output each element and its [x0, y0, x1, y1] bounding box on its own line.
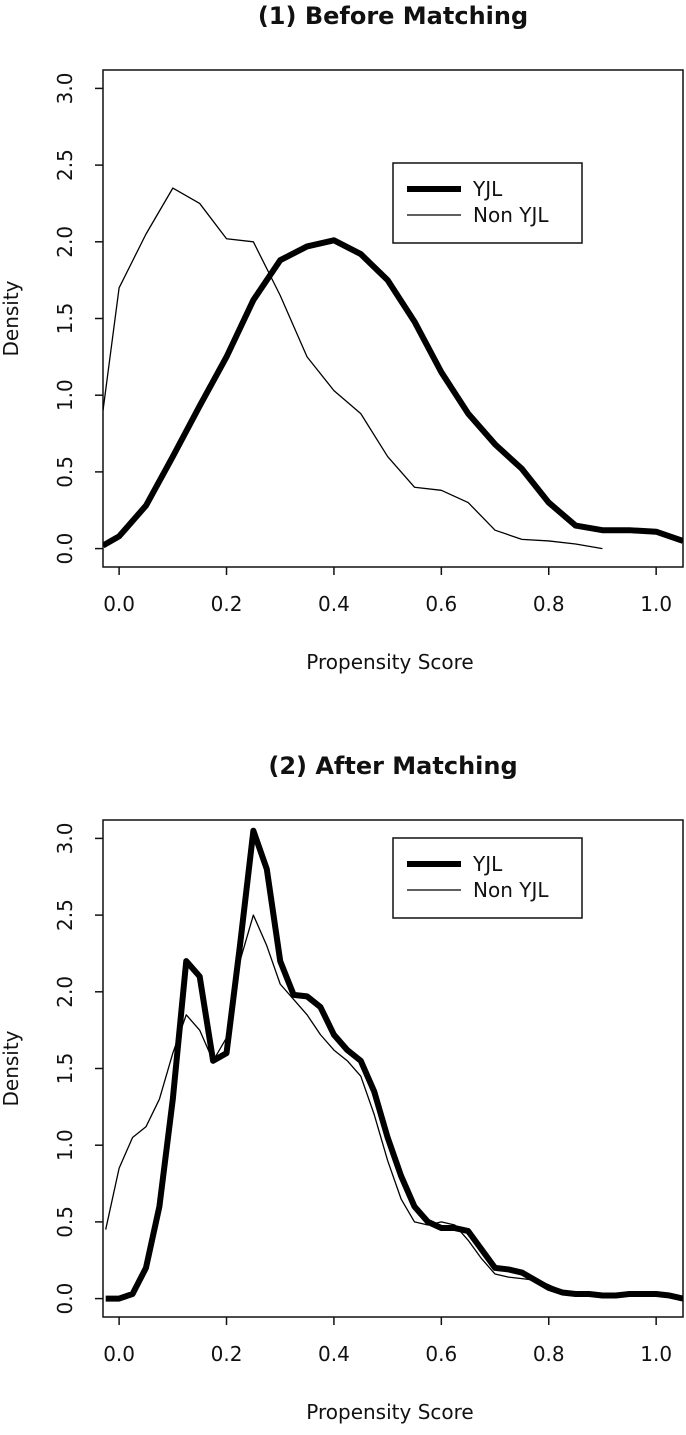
- y-axis-label: Density: [0, 280, 23, 356]
- chart-title: (2) After Matching: [268, 752, 517, 780]
- y-tick-label: 0.0: [53, 1283, 77, 1315]
- x-tick-label: 1.0: [640, 592, 672, 616]
- y-tick-label: 0.0: [53, 533, 77, 565]
- y-tick-label: 1.0: [53, 379, 77, 411]
- y-tick-label: 1.0: [53, 1129, 77, 1161]
- x-tick-label: 0.6: [425, 1342, 457, 1366]
- series-line: [103, 237, 683, 549]
- y-tick-label: 2.0: [53, 976, 77, 1008]
- y-tick-label: 2.5: [53, 149, 77, 181]
- x-tick-label: 0.4: [318, 592, 350, 616]
- y-tick-label: 0.5: [53, 1206, 77, 1238]
- chart-title: (1) Before Matching: [258, 2, 528, 30]
- legend-label: YJL: [472, 852, 503, 876]
- series-line: [105, 827, 683, 1302]
- y-axis-label: Density: [0, 1030, 23, 1106]
- plot-area: [103, 187, 683, 550]
- x-tick-label: 0.0: [103, 1342, 135, 1366]
- legend-box: [392, 837, 583, 919]
- plot-frame: [102, 69, 684, 568]
- x-tick-label: 0.2: [211, 1342, 243, 1366]
- x-tick-label: 0.0: [103, 592, 135, 616]
- legend-label: YJL: [472, 177, 503, 201]
- series-line: [105, 914, 563, 1292]
- plot-area: [105, 827, 683, 1302]
- y-tick-label: 2.0: [53, 226, 77, 258]
- series-line: [103, 187, 603, 550]
- y-tick-label: 2.5: [53, 899, 77, 931]
- x-axis-label: Propensity Score: [306, 1400, 473, 1424]
- y-tick-label: 0.5: [53, 456, 77, 488]
- legend-label: Non YJL: [473, 203, 549, 227]
- y-tick-label: 1.5: [53, 303, 77, 335]
- x-tick-label: 0.4: [318, 1342, 350, 1366]
- x-tick-label: 1.0: [640, 1342, 672, 1366]
- legend-label: Non YJL: [473, 878, 549, 902]
- x-tick-label: 0.6: [425, 592, 457, 616]
- x-tick-label: 0.2: [211, 592, 243, 616]
- x-tick-label: 0.8: [533, 592, 565, 616]
- y-tick-label: 3.0: [53, 73, 77, 105]
- y-tick-label: 1.5: [53, 1053, 77, 1085]
- x-axis-label: Propensity Score: [306, 650, 473, 674]
- legend-box: [392, 162, 583, 244]
- y-tick-label: 3.0: [53, 823, 77, 855]
- x-tick-label: 0.8: [533, 1342, 565, 1366]
